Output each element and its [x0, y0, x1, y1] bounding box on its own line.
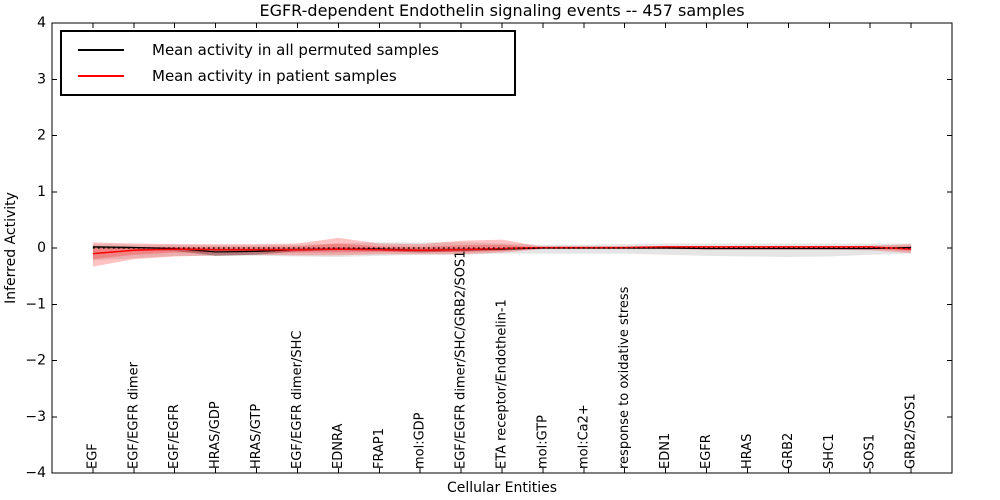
legend-item-patient: Mean activity in patient samples	[62, 67, 514, 85]
x-tick-label: EGF/EGFR dimer/SHC/GRB2/SOS1	[454, 250, 469, 469]
x-tick-label: EGF/EGFR dimer/SHC	[290, 331, 305, 469]
y-tick-label: 1	[37, 184, 46, 200]
x-tick-label: EDN1	[658, 433, 673, 469]
x-tick-label: mol:GDP	[413, 412, 428, 469]
series-line-patient	[92, 246, 912, 255]
y-tick-label: −3	[25, 409, 46, 425]
patient-outer-band	[92, 237, 912, 267]
x-axis-label: Cellular Entities	[446, 480, 558, 496]
permuted-line-swatch	[78, 48, 124, 51]
y-tick-label: 3	[37, 71, 46, 87]
legend: Mean activity in all permuted samples Me…	[60, 30, 516, 96]
x-tick-label: EGF/EGFR dimer	[126, 361, 141, 469]
y-tick-label: 4	[37, 15, 46, 31]
chart-title: EGFR-dependent Endothelin signaling even…	[259, 1, 745, 20]
x-tick-label: ETA receptor/Endothelin-1	[495, 299, 510, 469]
x-tick-label: EGF	[85, 443, 100, 469]
y-tick-label: −4	[25, 465, 46, 481]
x-tick-label: EDNRA	[331, 424, 346, 469]
x-tick-label: SOS1	[863, 434, 878, 469]
x-tick-label: HRAS	[740, 434, 755, 469]
x-tick-label: FRAP1	[372, 428, 387, 469]
y-tick-label: 0	[37, 240, 46, 256]
legend-label-permuted: Mean activity in all permuted samples	[152, 40, 439, 59]
y-tick-label: −1	[25, 296, 46, 312]
y-tick-label: −2	[25, 353, 46, 369]
y-tick-label: 2	[37, 128, 46, 144]
y-axis-label: Inferred Activity	[3, 192, 19, 304]
x-tick-label: SHC1	[822, 434, 837, 469]
x-tick-label: HRAS/GDP	[208, 401, 223, 469]
x-tick-label: response to oxidative stress	[617, 286, 632, 469]
x-tick-label: mol:GTP	[535, 415, 550, 469]
x-tick-label: EGF/EGFR	[167, 404, 182, 469]
x-tick-label: EGFR	[699, 434, 714, 469]
patient-line-swatch	[78, 75, 124, 78]
x-tick-label: GRB2/SOS1	[904, 393, 919, 469]
legend-item-permuted: Mean activity in all permuted samples	[62, 41, 514, 59]
x-tick-label: HRAS/GTP	[249, 404, 264, 469]
x-tick-label: mol:Ca2+	[576, 404, 591, 469]
x-tick-label: GRB2	[781, 433, 796, 469]
legend-label-patient: Mean activity in patient samples	[152, 67, 397, 86]
